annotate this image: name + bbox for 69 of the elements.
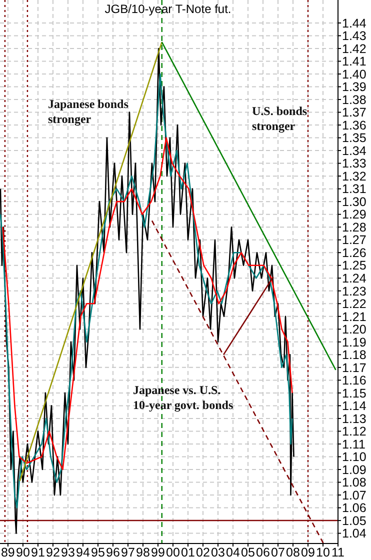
y-tick-label: 1.26 [342, 246, 366, 260]
y-tick-label: 1.22 [342, 297, 366, 312]
y-tick-label: 1.21 [342, 310, 366, 324]
y-tick-label: 1.04 [342, 526, 366, 541]
x-tick-label: 97 [121, 546, 135, 560]
y-tick-label: 1.19 [342, 335, 366, 350]
y-tick-label: 1.31 [342, 182, 366, 196]
x-tick-label: 93 [61, 546, 75, 560]
x-tick-label: 00 [166, 546, 180, 560]
y-tick-label: 1.33 [342, 156, 366, 171]
x-tick-label: 02 [196, 546, 210, 560]
annotation: Japanese bonds stronger [48, 97, 129, 126]
y-tick-label: 1.38 [342, 92, 366, 107]
y-tick-label: 1.43 [342, 29, 366, 44]
y-tick-label: 1.24 [342, 272, 366, 286]
y-tick-label: 1.30 [342, 194, 366, 209]
y-tick-label: 1.06 [342, 501, 366, 516]
x-tick-label: 98 [136, 546, 150, 560]
y-tick-label: 1.13 [342, 412, 366, 426]
annotation: U.S. bonds stronger [252, 104, 308, 133]
x-tick-label: 09 [301, 546, 315, 560]
y-tick-label: 1.10 [342, 450, 366, 464]
y-tick-label: 1.35 [342, 131, 366, 146]
y-tick-label: 1.23 [342, 284, 366, 298]
y-tick-label: 1.11 [342, 437, 366, 452]
y-tick-label: 1.27 [342, 233, 366, 248]
y-tick-label: 1.20 [342, 322, 366, 337]
y-tick-label: 1.07 [342, 488, 366, 502]
y-tick-label: 1.40 [342, 67, 366, 82]
x-tick-label: 07 [271, 546, 285, 560]
x-tick-label: 92 [46, 546, 60, 560]
y-tick-label: 1.29 [342, 208, 366, 222]
y-tick-label: 1.12 [342, 424, 366, 439]
y-tick-label: 1.16 [342, 374, 366, 388]
x-tick-label: 94 [76, 546, 90, 560]
x-tick-label: 91 [31, 546, 45, 560]
x-tick-label: 01 [181, 546, 195, 560]
y-tick-label: 1.37 [342, 106, 366, 120]
y-tick-label: 1.39 [342, 80, 366, 94]
x-tick-label: 03 [211, 546, 225, 560]
x-tick-label: 04 [226, 546, 240, 560]
y-tick-label: 1.14 [342, 399, 366, 414]
x-tick-label: 99 [151, 546, 165, 560]
x-tick-label: 06 [256, 546, 270, 560]
y-tick-label: 1.42 [342, 42, 366, 56]
y-tick-label: 1.08 [342, 476, 366, 490]
y-tick-label: 1.15 [342, 386, 366, 400]
x-tick-label: 10 [316, 546, 330, 560]
x-tick-label: 11 [332, 546, 345, 560]
y-tick-label: 1.18 [342, 348, 366, 362]
y-tick-label: 1.44 [342, 16, 366, 30]
y-tick-label: 1.34 [342, 144, 366, 158]
x-tick-label: 08 [286, 546, 300, 560]
x-tick-label: 96 [106, 546, 120, 560]
y-tick-label: 1.09 [342, 462, 366, 477]
x-tick-label: 89 [1, 546, 15, 560]
x-tick-label: 95 [91, 546, 105, 560]
x-tick-label: 90 [16, 546, 30, 560]
y-tick-label: 1.28 [342, 220, 366, 234]
y-tick-label: 1.32 [342, 169, 366, 184]
chart-title: JGB/10-year T-Note fut. [104, 2, 232, 16]
y-tick-label: 1.36 [342, 118, 366, 132]
y-tick-label: 1.41 [342, 54, 366, 69]
y-tick-label: 1.05 [342, 514, 366, 528]
y-tick-label: 1.17 [342, 360, 366, 375]
y-tick-label: 1.25 [342, 258, 366, 273]
x-tick-label: 05 [241, 546, 255, 560]
annotation: Japanese vs. U.S. 10-year govt. bonds [133, 383, 234, 412]
line-series [2, 137, 293, 470]
